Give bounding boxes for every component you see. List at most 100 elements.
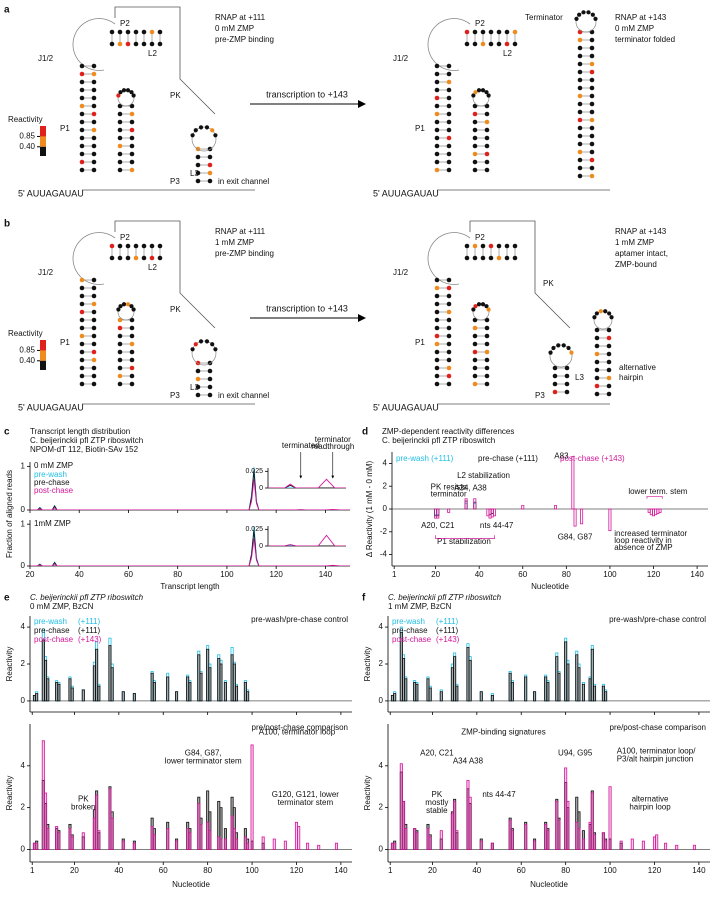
nucleotide bbox=[79, 167, 85, 173]
nucleotide bbox=[91, 71, 97, 77]
nucleotide bbox=[434, 277, 440, 283]
nucleotide bbox=[141, 29, 147, 35]
nucleotide bbox=[446, 119, 452, 125]
transition-label: transcription to +143 bbox=[266, 89, 348, 99]
structure-label: L2 bbox=[148, 263, 157, 272]
nucleotide bbox=[117, 341, 123, 347]
y-tick-label: 0 bbox=[379, 696, 384, 705]
reactivity-bar bbox=[455, 685, 459, 702]
y-tick-label: 4 bbox=[383, 459, 388, 468]
nucleotide bbox=[594, 367, 600, 373]
x-axis-label: Transcript length bbox=[160, 582, 219, 591]
nucleotide bbox=[446, 277, 452, 283]
nucleotide bbox=[446, 103, 452, 109]
legend-entry: (+111) bbox=[78, 626, 100, 635]
nucleotide bbox=[141, 243, 147, 249]
state-text: RNAP at +111 bbox=[215, 13, 266, 22]
annotation: A100, terminator loop bbox=[259, 727, 336, 736]
nucleotide bbox=[472, 159, 478, 165]
nucleotide bbox=[472, 135, 478, 141]
nucleotide bbox=[91, 63, 97, 69]
nucleotide bbox=[129, 325, 135, 331]
reactivity-bar bbox=[188, 682, 192, 702]
annotation: terminator bbox=[315, 435, 351, 444]
annotation: lower terminator stem bbox=[165, 756, 242, 765]
reactivity-bar bbox=[235, 838, 239, 850]
legend-entry: pre-chase bbox=[392, 626, 428, 635]
nucleotide bbox=[195, 154, 201, 160]
nucleotide bbox=[434, 373, 440, 379]
nucleotide bbox=[190, 133, 195, 138]
annotation: G84, G87, bbox=[185, 748, 222, 757]
nucleotide bbox=[480, 302, 486, 307]
nucleotide bbox=[91, 103, 97, 109]
reactivity-bar bbox=[121, 840, 125, 850]
nucleotide bbox=[129, 304, 134, 309]
legend-entry: (+111) bbox=[78, 617, 100, 626]
nucleotide bbox=[117, 325, 123, 331]
legend-tick-label: 0.85 bbox=[19, 346, 35, 355]
nucleotide bbox=[91, 333, 97, 339]
nucleotide bbox=[488, 41, 494, 47]
nucleotide bbox=[480, 88, 486, 93]
nucleotide bbox=[484, 103, 490, 109]
nucleotide bbox=[79, 143, 85, 149]
nucleotide bbox=[117, 167, 123, 173]
annotation: U94, G95 bbox=[558, 748, 593, 757]
nucleotide bbox=[446, 167, 452, 173]
transition-label: transcription to +143 bbox=[266, 303, 348, 313]
reactivity-bar bbox=[152, 682, 156, 702]
annotation: L2 stabilization bbox=[457, 471, 510, 480]
panel-letter: b bbox=[4, 219, 10, 230]
structure-label: alternative bbox=[619, 363, 656, 372]
bar bbox=[447, 508, 451, 513]
reactivity-bar bbox=[581, 838, 585, 850]
nucleotide bbox=[569, 350, 574, 355]
nucleotide bbox=[434, 365, 440, 371]
nucleotide bbox=[434, 103, 440, 109]
reactivity-bar bbox=[95, 648, 99, 702]
nucleotide bbox=[434, 333, 440, 339]
nucleotide bbox=[606, 335, 612, 341]
nucleotide bbox=[91, 317, 97, 323]
nucleotide bbox=[577, 141, 583, 147]
nucleotide bbox=[79, 79, 85, 85]
reactivity-bar bbox=[175, 691, 179, 702]
reactivity-bar bbox=[415, 832, 419, 850]
nucleotide bbox=[91, 151, 97, 157]
annotation: PK resists bbox=[431, 482, 467, 491]
reactivity-bar bbox=[533, 840, 537, 850]
sequence: 5' AUUAGAUAU bbox=[18, 402, 84, 412]
nucleotide bbox=[577, 53, 583, 59]
reactivity-bar bbox=[97, 685, 101, 702]
nucleotide bbox=[577, 109, 583, 115]
reactivity-bar bbox=[577, 667, 581, 702]
nucleotide bbox=[117, 151, 123, 157]
legend-tick-label: 0.85 bbox=[19, 132, 35, 141]
reactivity-bar bbox=[402, 800, 406, 850]
reactivity-bar bbox=[641, 840, 645, 850]
nucleotide bbox=[125, 29, 131, 35]
reactivity-bar bbox=[95, 794, 99, 850]
nucleotide bbox=[149, 243, 155, 249]
nucleotide bbox=[552, 365, 558, 371]
nucleotide bbox=[129, 373, 135, 379]
x-tick-label: 20 bbox=[428, 866, 437, 875]
reactivity-bar bbox=[283, 840, 287, 850]
nucleotide bbox=[117, 357, 123, 363]
reactivity-bar bbox=[524, 676, 528, 702]
nucleotide bbox=[606, 359, 612, 365]
annotation: readthrough bbox=[311, 442, 354, 451]
reactivity-bar bbox=[557, 819, 561, 850]
panel-letter: f bbox=[362, 593, 366, 604]
nucleotide bbox=[446, 357, 452, 363]
nucleotide bbox=[504, 243, 510, 249]
inset-line bbox=[268, 487, 346, 488]
nucleotide bbox=[607, 311, 612, 316]
nucleotide bbox=[464, 243, 470, 249]
reactivity-bar bbox=[566, 663, 570, 702]
legend-swatch bbox=[40, 136, 46, 147]
structure-label: PK bbox=[543, 279, 554, 288]
nucleotide bbox=[117, 373, 123, 379]
reactivity-bar bbox=[428, 836, 432, 850]
